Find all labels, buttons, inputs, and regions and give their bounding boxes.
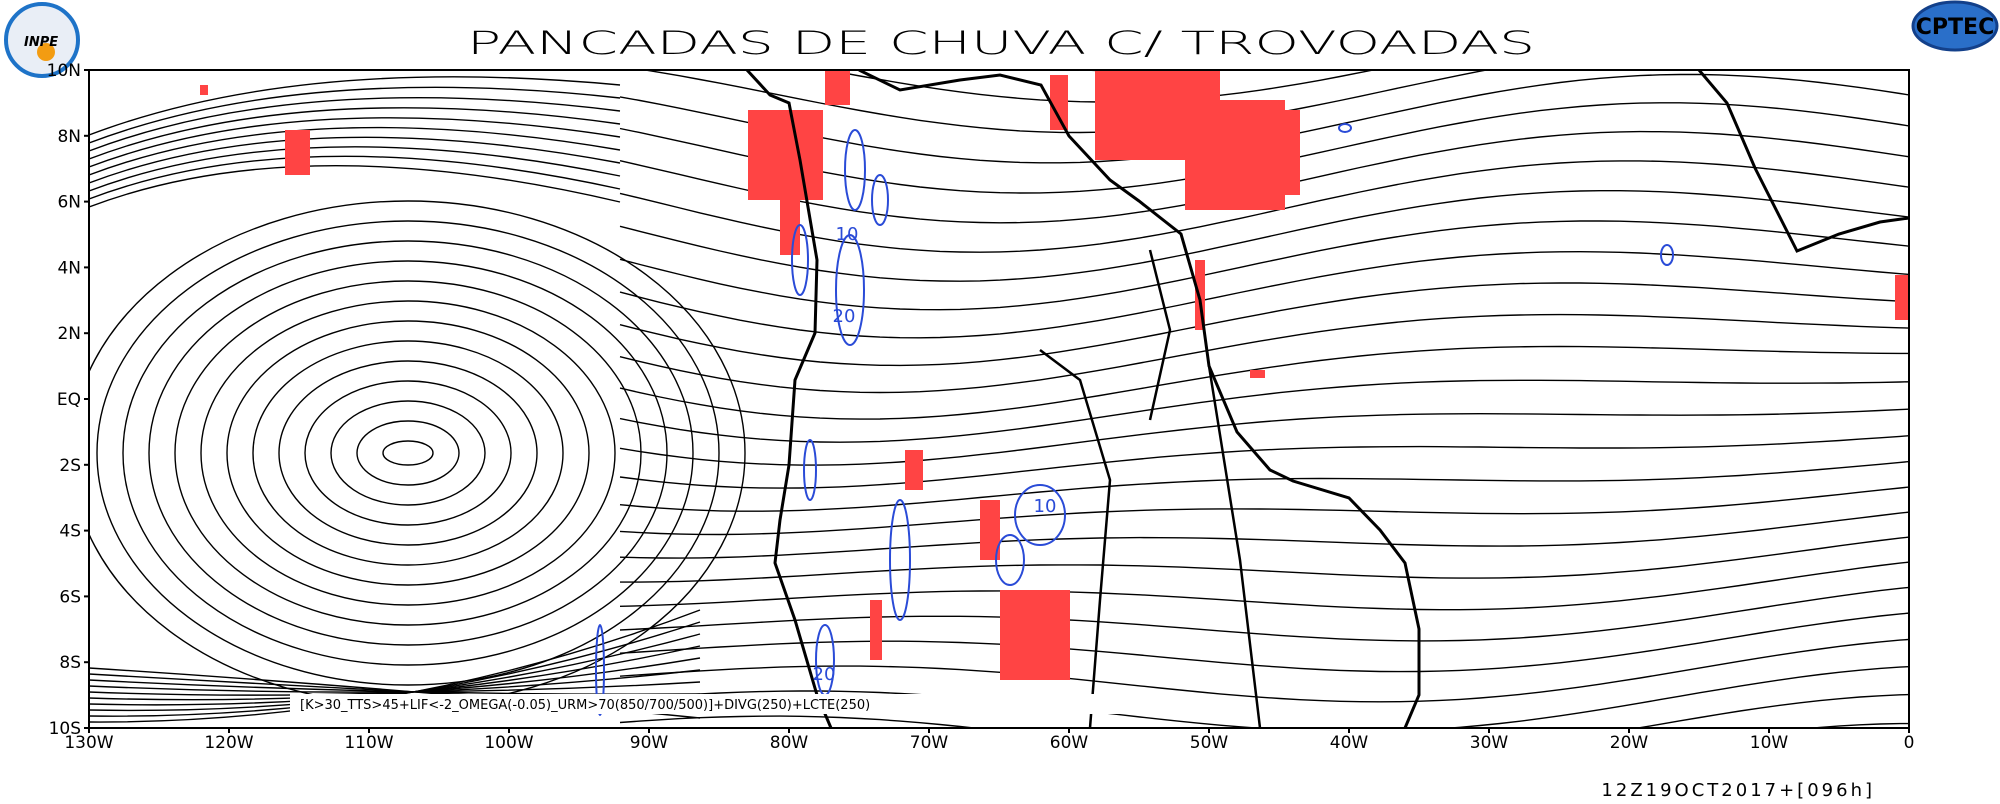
streamline — [200, 300, 616, 606]
streamline — [619, 561, 1909, 611]
legend-text: [K>30_TTS>45+LIF<-2_OMEGA(-0.05)_URM>70(… — [300, 698, 870, 713]
streamline — [619, 250, 1909, 339]
streamline — [620, 536, 1909, 583]
lon-label: 80W — [770, 733, 809, 753]
streamline — [619, 379, 1909, 443]
lat-label: EQ — [57, 390, 81, 410]
lat-label: 6N — [57, 193, 81, 213]
lon-label: 30W — [1470, 733, 1509, 753]
contour-label: 10 — [836, 224, 859, 245]
contour-label: 20 — [813, 664, 836, 685]
streamline — [89, 146, 621, 192]
logo-text: INPE — [24, 35, 58, 50]
lat-label: 8S — [59, 653, 81, 673]
streamline — [89, 96, 621, 152]
streamline — [174, 280, 642, 626]
streamline — [382, 440, 434, 466]
streamline — [252, 340, 564, 566]
contour-label: 20 — [833, 306, 856, 327]
streamline — [89, 155, 621, 200]
timestamp: 12Z19OCT2017+[096h] — [1601, 780, 1875, 800]
lon-label: 50W — [1190, 733, 1229, 753]
lat-label: 4N — [57, 258, 81, 278]
streamline — [619, 408, 1909, 466]
logo-text: CPTEC — [1916, 15, 1994, 40]
streamline — [619, 511, 1909, 559]
streamline — [330, 400, 486, 506]
streamline — [619, 282, 1909, 367]
lat-label: 8N — [57, 127, 81, 147]
streamline — [619, 612, 1909, 673]
contour-label: 10 — [1034, 496, 1057, 517]
streamline — [619, 693, 1909, 728]
streamline — [619, 586, 1909, 642]
streamline — [619, 486, 1909, 536]
streamline — [619, 665, 1909, 728]
streamline — [89, 117, 621, 168]
lon-label: 20W — [1610, 733, 1649, 753]
streamline — [89, 136, 621, 184]
lon-label: 100W — [484, 733, 533, 753]
lat-label: 2S — [59, 456, 81, 476]
streamline — [89, 86, 621, 144]
streamline — [619, 638, 1909, 703]
inpe-logo: INPE — [4, 2, 80, 78]
streamline — [89, 76, 621, 136]
streamline — [89, 107, 621, 160]
streamline — [226, 320, 590, 586]
lat-label: 4S — [59, 522, 81, 542]
lat-label: 10S — [49, 719, 81, 739]
streamline — [304, 380, 512, 526]
streamline — [619, 313, 1909, 394]
lon-label: 110W — [344, 733, 393, 753]
lat-label: 2N — [57, 324, 81, 344]
streamline — [278, 360, 538, 546]
streamline — [122, 240, 694, 666]
streamline — [89, 165, 621, 208]
cptec-logo: CPTEC — [1911, 0, 1999, 52]
lon-label: 10W — [1750, 733, 1789, 753]
lon-label: 40W — [1330, 733, 1369, 753]
lon-label: 60W — [1050, 733, 1089, 753]
streamline — [148, 260, 668, 646]
lon-label: 0 — [1904, 733, 1915, 753]
streamline — [356, 420, 460, 486]
lon-label: 70W — [910, 733, 949, 753]
lon-label: 120W — [204, 733, 253, 753]
legend-box — [290, 694, 1130, 714]
lat-label: 10N — [47, 61, 81, 81]
streamline — [89, 126, 621, 176]
map-title: PANCADAS DE CHUVA C/ TROVOADAS — [467, 24, 1535, 62]
streamline — [96, 220, 720, 686]
streamline — [619, 345, 1909, 420]
convection-areas — [200, 70, 1909, 680]
omega-contours — [595, 123, 1674, 716]
streamline — [619, 435, 1909, 489]
lon-label: 130W — [64, 733, 113, 753]
lat-label: 6S — [59, 587, 81, 607]
streamline — [619, 160, 1909, 253]
lon-label: 90W — [630, 733, 669, 753]
coastlines — [745, 70, 1909, 728]
streamline — [619, 460, 1909, 512]
